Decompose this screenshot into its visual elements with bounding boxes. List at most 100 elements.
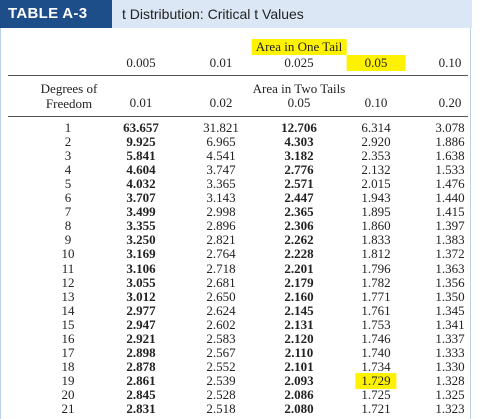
critical-value: 4.604 xyxy=(126,162,156,178)
critical-value: 1.740 xyxy=(361,344,391,360)
critical-value: 2.160 xyxy=(284,288,314,304)
critical-value: 3.707 xyxy=(126,190,156,206)
critical-value: 2.131 xyxy=(284,316,314,332)
critical-value: 2.120 xyxy=(284,330,314,346)
critical-value: 1.533 xyxy=(435,162,465,178)
critical-value: 2.718 xyxy=(206,260,236,276)
critical-value: 2.539 xyxy=(206,372,236,388)
critical-value: 3.499 xyxy=(126,204,156,220)
critical-value: 1.341 xyxy=(435,316,465,332)
critical-value: 1.415 xyxy=(435,204,465,220)
df-value: 5 xyxy=(64,176,72,192)
critical-value: 1.729 xyxy=(355,372,397,389)
critical-value: 6.965 xyxy=(206,134,236,150)
df-value: 12 xyxy=(61,274,75,290)
critical-value: 3.747 xyxy=(206,162,236,178)
critical-value: 2.845 xyxy=(126,386,156,402)
two-tail-value: 0.10 xyxy=(364,95,388,110)
critical-value: 1.796 xyxy=(361,260,391,276)
critical-value: 2.650 xyxy=(206,288,236,304)
critical-value: 1.886 xyxy=(435,134,465,150)
critical-value: 1.476 xyxy=(435,176,465,192)
critical-value: 2.132 xyxy=(361,162,391,178)
critical-value: 1.771 xyxy=(361,288,391,304)
critical-value: 2.101 xyxy=(284,358,314,374)
df-value: 3 xyxy=(64,148,72,164)
critical-value: 3.250 xyxy=(126,232,156,248)
critical-value: 5.841 xyxy=(126,148,156,164)
critical-value: 1.330 xyxy=(435,358,465,374)
critical-value: 1.345 xyxy=(435,302,465,318)
critical-value: 1.638 xyxy=(435,148,465,164)
critical-value: 1.721 xyxy=(361,401,391,416)
critical-value: 2.552 xyxy=(206,358,236,374)
one-tail-caption: Area in One Tail xyxy=(251,39,347,55)
critical-value: 1.725 xyxy=(361,386,391,402)
df-value: 8 xyxy=(64,218,72,234)
df-value: 18 xyxy=(61,358,75,374)
two-tail-value: 0.20 xyxy=(438,95,462,110)
df-value: 15 xyxy=(61,316,75,332)
critical-value: 1.860 xyxy=(361,218,391,234)
critical-value: 3.106 xyxy=(126,260,156,276)
critical-value: 4.303 xyxy=(284,134,314,150)
critical-value: 2.947 xyxy=(126,316,156,332)
critical-value: 3.143 xyxy=(206,190,236,206)
df-value: 11 xyxy=(61,260,75,276)
critical-value: 3.078 xyxy=(435,120,465,135)
critical-value: 4.032 xyxy=(126,176,156,192)
critical-value: 3.182 xyxy=(284,148,314,164)
critical-value: 2.831 xyxy=(126,401,156,416)
critical-value: 2.365 xyxy=(284,204,314,220)
df-value: 10 xyxy=(61,246,75,262)
critical-value: 2.093 xyxy=(284,372,314,388)
one-tail-value: 0.025 xyxy=(284,55,314,70)
critical-value: 3.365 xyxy=(206,176,236,192)
critical-value: 1.895 xyxy=(361,204,391,220)
df-value: 19 xyxy=(61,372,75,388)
critical-value: 1.943 xyxy=(361,190,391,206)
critical-value: 2.681 xyxy=(206,274,236,290)
critical-value: 2.998 xyxy=(206,204,236,220)
critical-value: 2.821 xyxy=(206,232,236,248)
critical-value: 3.355 xyxy=(126,218,156,234)
critical-value: 9.925 xyxy=(126,134,156,150)
critical-value: 2.878 xyxy=(126,358,156,374)
df-value: 9 xyxy=(64,232,72,248)
df-value: 4 xyxy=(64,162,72,178)
df-value: 16 xyxy=(61,330,75,346)
one-tail-value: 0.01 xyxy=(209,55,233,70)
critical-value: 2.110 xyxy=(284,344,314,360)
critical-value: 1.753 xyxy=(361,316,391,332)
critical-value: 6.314 xyxy=(361,120,391,135)
critical-value: 2.776 xyxy=(284,162,314,178)
df-value: 14 xyxy=(61,302,75,318)
critical-value: 2.080 xyxy=(284,401,314,416)
df-value: 21 xyxy=(61,401,75,416)
critical-value: 2.921 xyxy=(126,330,156,346)
critical-value: 2.201 xyxy=(284,260,314,276)
critical-value: 2.015 xyxy=(361,176,391,192)
two-tail-value: 0.02 xyxy=(209,95,233,110)
critical-value: 1.328 xyxy=(435,372,465,388)
critical-value: 2.086 xyxy=(284,386,314,402)
critical-value: 1.323 xyxy=(435,401,465,416)
rule xyxy=(8,75,468,76)
critical-value: 1.761 xyxy=(361,302,391,318)
critical-value: 1.356 xyxy=(435,274,465,290)
df-value: 17 xyxy=(61,344,75,360)
two-tail-value: 0.05 xyxy=(287,95,311,110)
two-tail-value: 0.01 xyxy=(129,95,153,110)
critical-value: 2.145 xyxy=(284,302,314,318)
critical-value: 2.602 xyxy=(206,316,236,332)
critical-value: 1.325 xyxy=(435,386,465,402)
rule xyxy=(8,116,468,117)
critical-value: 3.169 xyxy=(126,246,156,262)
critical-value: 2.353 xyxy=(361,148,391,164)
critical-value: 2.977 xyxy=(126,302,156,318)
critical-value: 3.012 xyxy=(126,288,156,304)
df-value: 13 xyxy=(61,288,75,304)
critical-value: 2.262 xyxy=(284,232,314,248)
critical-value: 12.706 xyxy=(281,120,317,135)
